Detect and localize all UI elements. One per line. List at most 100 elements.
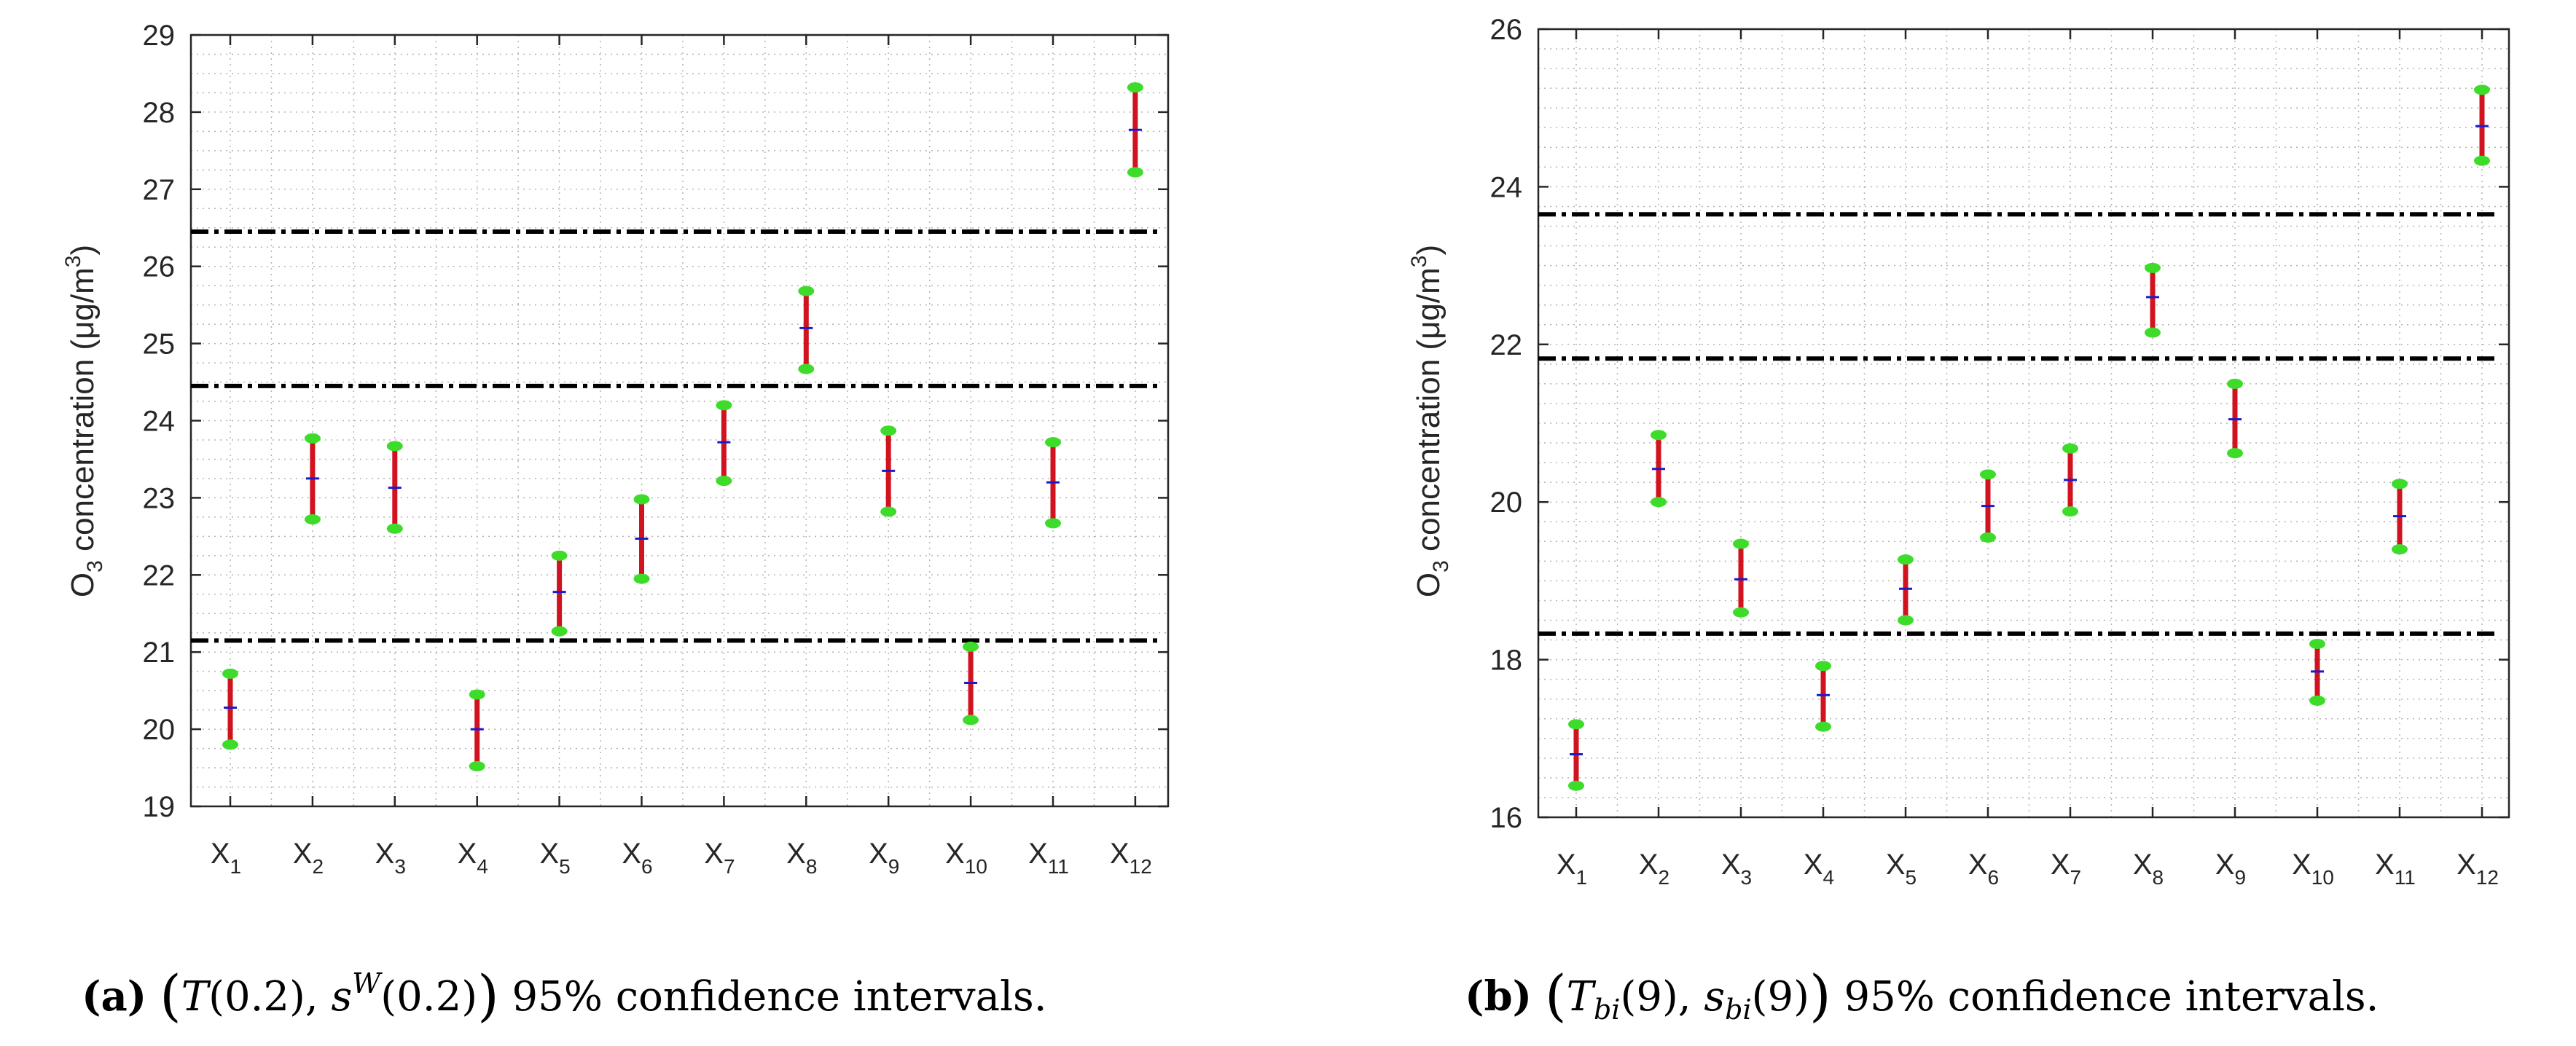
caption-b-s-sub: bi [1725,994,1752,1026]
y-tick-label: 19 [143,791,176,823]
x-tick-label: X2 [293,838,324,878]
x-tick-label: X4 [458,838,488,878]
caption-a-text: 95% confidence intervals. [512,973,1047,1021]
ci-upper-endpoint [1815,661,1831,672]
x-tick-label: X8 [2133,849,2164,889]
ci-upper-endpoint [2392,479,2408,489]
plot-area-frame [1537,28,2510,819]
ci-upper-endpoint [1045,437,1061,448]
x-tick-label: X6 [1968,849,1999,889]
ci-lower-endpoint [1045,518,1061,529]
ci-upper-endpoint [798,286,815,296]
y-tick-label: 27 [143,174,176,206]
ci-lower-endpoint [304,514,321,525]
x-tick-label: X9 [2215,849,2246,889]
y-tick-label: 21 [143,637,176,669]
x-tick-label: X3 [375,838,406,878]
ci-lower-endpoint [469,760,485,771]
ci-lower-endpoint [386,523,403,534]
caption-a: (a) (T(0.2), sW(0.2)) 95% confidence int… [82,963,1047,1028]
x-tick-label: X12 [2456,849,2499,889]
ci-upper-endpoint [880,425,897,436]
ci-lower-endpoint [2392,544,2408,555]
ci-upper-endpoint [304,433,321,444]
x-tick-label: X11 [2375,849,2416,889]
ci-lower-endpoint [2474,155,2490,166]
ci-upper-endpoint [551,550,568,561]
x-tick-label: X9 [869,838,899,878]
ci-upper-endpoint [1127,82,1143,93]
y-tick-label: 29 [143,20,176,52]
caption-b: (b) (Tbi(9), sbi(9)) 95% confidence inte… [1465,963,2379,1028]
x-tick-label: X7 [704,838,735,878]
ci-upper-endpoint [222,668,238,679]
ci-upper-endpoint [1898,554,1914,565]
x-tick-label: X3 [1721,849,1752,889]
caption-a-T: T [181,973,209,1021]
y-tick-label: 20 [143,714,176,746]
ci-upper-endpoint [1733,538,1749,549]
x-tick-label: X1 [1557,849,1587,889]
ci-lower-endpoint [2309,695,2325,706]
x-tick-label: X6 [622,838,652,878]
y-tick-label: 22 [143,559,176,591]
ci-lower-endpoint [633,573,650,584]
caption-b-s-arg: (9) [1751,973,1809,1021]
y-tick-label: 26 [1490,14,1523,46]
ci-lower-endpoint [1733,607,1749,618]
y-tick-label: 24 [1490,171,1523,203]
y-axis-label: O3 concentration (μg/m3) [61,245,107,597]
ci-upper-endpoint [469,689,485,700]
x-tick-label: X10 [945,838,987,878]
ci-lower-endpoint [2062,506,2078,517]
ci-upper-endpoint [2227,378,2243,389]
x-tick-label: X11 [1028,838,1069,878]
ci-lower-endpoint [798,363,815,374]
x-tick-label: X1 [211,838,241,878]
ci-lower-endpoint [1651,497,1667,508]
chart-panel-b: 16 18 20 22 24 26 X1 X2 X3 X4 X5 X6 X7 X8 X9 X10 X11 X12 O… [1407,14,2510,889]
y-axis-label: O3 concentration (μg/m3) [1407,245,1453,597]
x-tick-label: X4 [1804,849,1834,889]
y-tick-label: 25 [143,329,176,361]
ci-lower-endpoint [2227,448,2243,459]
ci-lower-endpoint [551,626,568,637]
caption-a-s-arg: (0.2) [380,973,478,1021]
y-tick-label: 28 [143,97,176,129]
y-tick-label: 16 [1490,802,1523,834]
ci-upper-endpoint [963,641,979,652]
ci-upper-endpoint [1568,719,1584,730]
ci-lower-endpoint [716,476,732,487]
ci-upper-endpoint [2062,443,2078,454]
chart-panel-a: 19 20 21 22 23 24 25 26 27 28 29 X1 X2 X3 X4 X5 X6 X7 X8 X9… [61,20,1170,878]
y-tick-label: 24 [143,406,176,438]
caption-b-T: T [1566,973,1594,1021]
ci-lower-endpoint [1815,721,1831,732]
y-tick-label: 22 [1490,329,1523,361]
y-tick-label: 26 [143,251,176,283]
ci-lower-endpoint [880,506,897,517]
y-tick-label: 20 [1490,487,1523,519]
x-tick-label: X8 [786,838,817,878]
ci-upper-endpoint [2145,262,2161,273]
caption-a-T-arg: (0.2), [208,973,318,1021]
caption-a-label: (a) [82,972,147,1021]
ci-lower-endpoint [1127,167,1143,178]
x-tick-label: X5 [1886,849,1917,889]
x-tick-label: X12 [1110,838,1152,878]
ci-lower-endpoint [2145,327,2161,338]
x-tick-label: X10 [2292,849,2334,889]
ci-lower-endpoint [1980,532,1996,543]
caption-a-s: s [331,973,353,1021]
ci-upper-endpoint [2474,84,2490,95]
y-tick-label: 23 [143,482,176,514]
caption-a-s-sup: W [352,967,381,999]
ci-upper-endpoint [1651,430,1667,441]
ci-upper-endpoint [633,494,650,505]
x-tick-label: X2 [1639,849,1669,889]
caption-b-label: (b) [1465,972,1532,1021]
ci-lower-endpoint [222,739,238,750]
ci-upper-endpoint [386,441,403,452]
x-tick-label: X5 [539,838,570,878]
